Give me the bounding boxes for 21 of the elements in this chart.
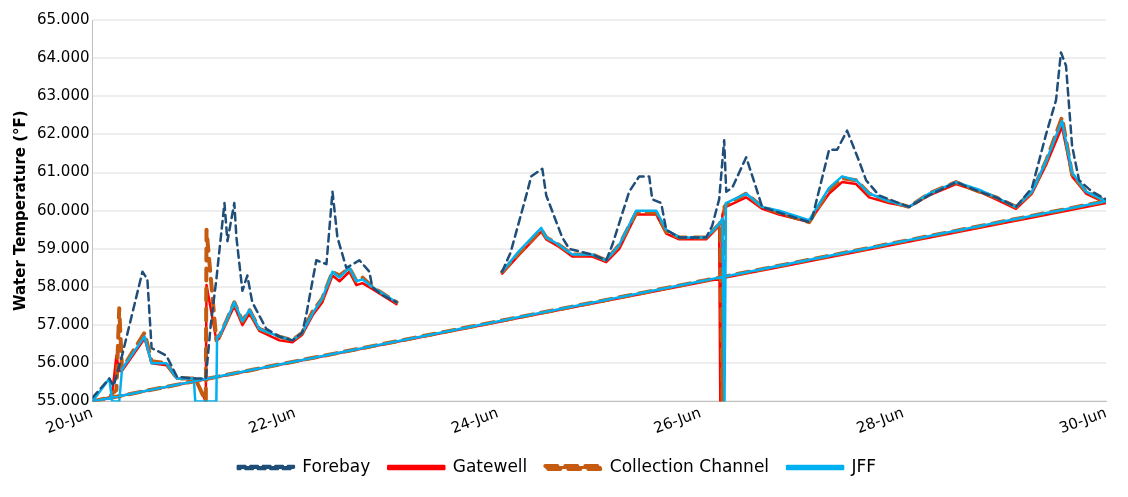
y-axis-title: Water Temperature (°F): [10, 110, 29, 312]
y-tick-label: 55.000: [36, 391, 90, 410]
y-tick-label: 60.000: [36, 200, 90, 219]
y-tick-label: 58.000: [36, 276, 90, 295]
x-tick-label: 22-Jun: [245, 403, 298, 437]
x-tick-label: 28-Jun: [854, 403, 906, 437]
legend-label: Collection Channel: [609, 455, 770, 476]
legend-label: Gatewell: [452, 455, 528, 476]
y-tick-label: 57.000: [36, 315, 90, 334]
legend-label: Forebay: [302, 455, 371, 476]
y-tick-label: 56.000: [36, 353, 90, 372]
x-tick-label: 26-Jun: [651, 403, 704, 437]
y-tick-label: 63.000: [36, 86, 90, 105]
x-tick-label: 24-Jun: [448, 403, 501, 437]
y-tick-label: 65.000: [36, 9, 90, 28]
y-tick-label: 61.000: [36, 162, 90, 181]
y-tick-label: 64.000: [36, 48, 90, 67]
legend-label: JFF: [850, 455, 877, 476]
y-tick-label: 59.000: [36, 238, 90, 257]
y-tick-label: 62.000: [36, 124, 90, 143]
x-tick-label: 30-Jun: [1056, 403, 1109, 437]
